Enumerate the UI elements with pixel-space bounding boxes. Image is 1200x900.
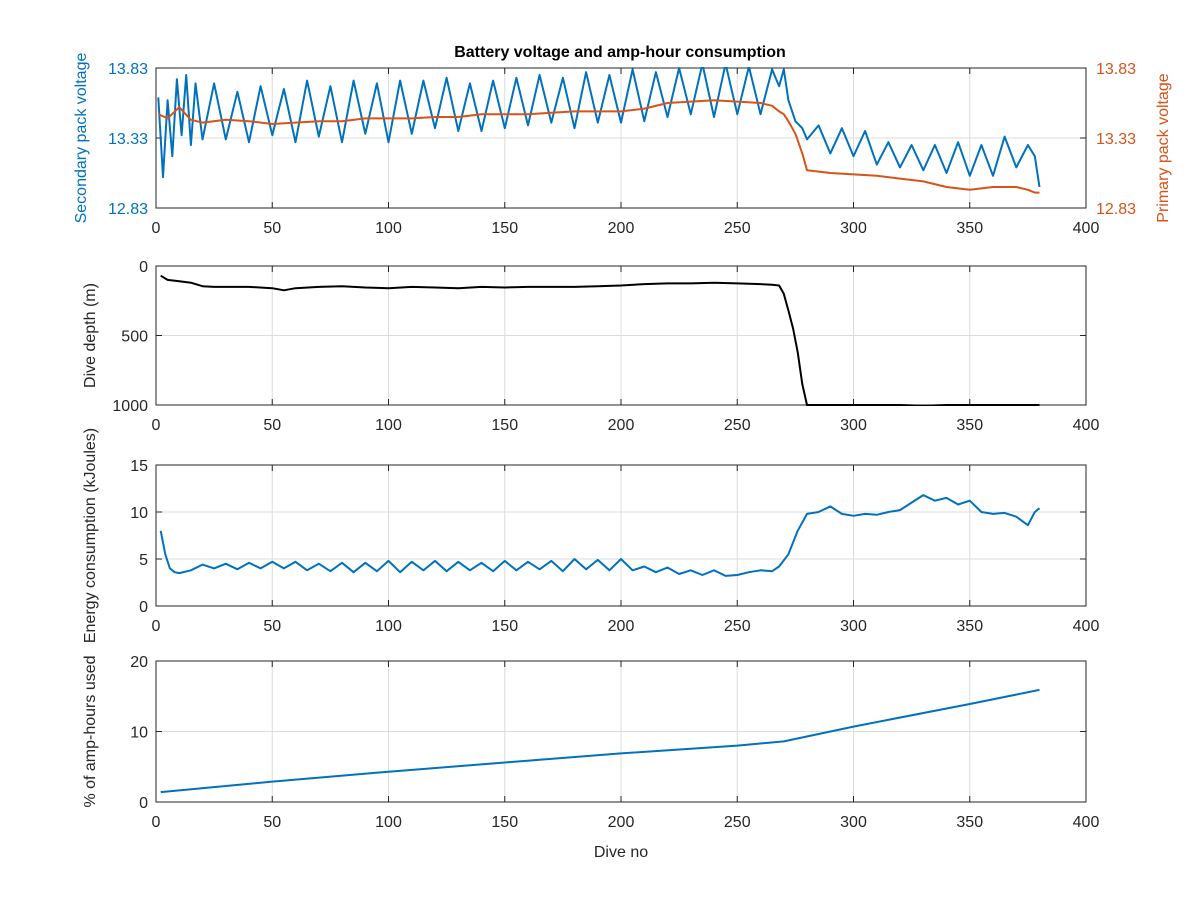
subplot-1: 0 50 100 150 200 250 300 350 400 12.83 13.33 13.83 1… [73,53,1172,237]
series-line-1-1 [157,67,1041,188]
x-tick-label: 250 [724,814,751,831]
x-tick-label: 400 [1073,814,1100,831]
subplot-2: 0 50 100 150 200 250 300 350 400 0 500 1000 Dive dep… [82,259,1099,434]
x-tick-label: 100 [375,417,402,434]
series-line-2-1 [160,274,1040,406]
y-tick-label: 10 [130,505,148,522]
x-tick-label: 350 [956,220,983,237]
chart-title: Battery voltage and amp-hour consumption [454,44,786,61]
y-axis-label: Dive depth (m) [82,283,99,388]
x-tick-label: 200 [608,220,635,237]
y-right-tick-label: 13.33 [1096,131,1136,148]
series-line-1-2 [157,99,1040,194]
x-tick-label: 200 [608,618,635,635]
y-right-axis-label: Primary pack voltage [1155,73,1172,222]
x-tick-label: 300 [840,618,867,635]
y-tick-label: 1000 [112,398,148,415]
x-axis-label: Dive no [594,844,648,861]
x-tick-label: 400 [1073,417,1100,434]
axes-border [155,265,1087,406]
series-line-4-1 [160,688,1040,794]
x-tick-label: 300 [840,417,867,434]
x-tick-label: 250 [724,618,751,635]
x-tick-label: 200 [608,417,635,434]
y-right-tick-label: 13.83 [1096,61,1136,78]
x-tick-label: 200 [608,814,635,831]
x-tick-label: 350 [956,417,983,434]
x-tick-label: 100 [375,814,402,831]
x-tick-label: 250 [724,220,751,237]
x-tick-label: 150 [491,814,518,831]
y-tick-label: 12.83 [108,201,148,218]
x-tick-label: 150 [491,220,518,237]
x-tick-label: 250 [724,417,751,434]
x-tick-label: 100 [375,618,402,635]
y-axis-label: Secondary pack voltage [73,53,90,224]
axes-border [155,464,1087,607]
axes-border [155,660,1087,803]
subplots: 0 50 100 150 200 250 300 350 40012.8313.3313.831… [73,53,1172,861]
x-tick-label: 350 [956,814,983,831]
y-tick-label: 0 [139,599,148,616]
x-tick-label: 350 [956,618,983,635]
y-axis-label: Energy consumption (kJoules) [82,428,99,643]
x-tick-label: 50 [263,814,281,831]
y-tick-label: 5 [139,552,148,569]
x-tick-label: 50 [263,618,281,635]
x-tick-label: 0 [152,417,161,434]
series-line-3-1 [159,494,1041,577]
x-tick-label: 50 [263,220,281,237]
x-tick-label: 300 [840,220,867,237]
x-tick-label: 0 [152,220,161,237]
axes-border [155,67,1087,209]
x-tick-label: 100 [375,220,402,237]
y-tick-label: 10 [130,725,148,742]
subplot-3: 0 50 100 150 200 250 300 350 400 0 5 10 15 Energy con… [82,428,1099,643]
x-tick-label: 0 [152,618,161,635]
y-tick-label: 0 [139,259,148,276]
x-tick-label: 300 [840,814,867,831]
x-tick-label: 0 [152,814,161,831]
y-right-tick-label: 12.83 [1096,201,1136,218]
y-tick-label: 500 [121,329,148,346]
x-tick-label: 400 [1073,220,1100,237]
y-tick-label: 13.83 [108,61,148,78]
x-tick-label: 150 [491,618,518,635]
y-tick-label: 15 [130,458,148,475]
subplot-4: 0 50 100 150 200 250 300 350 400 0 10 20 % of amp-ho… [82,654,1099,861]
x-tick-label: 150 [491,417,518,434]
y-axis-label: % of amp-hours used [82,655,99,807]
y-tick-label: 20 [130,654,148,671]
x-tick-label: 50 [263,417,281,434]
y-tick-label: 13.33 [108,131,148,148]
y-tick-label: 0 [139,795,148,812]
x-tick-label: 400 [1073,618,1100,635]
